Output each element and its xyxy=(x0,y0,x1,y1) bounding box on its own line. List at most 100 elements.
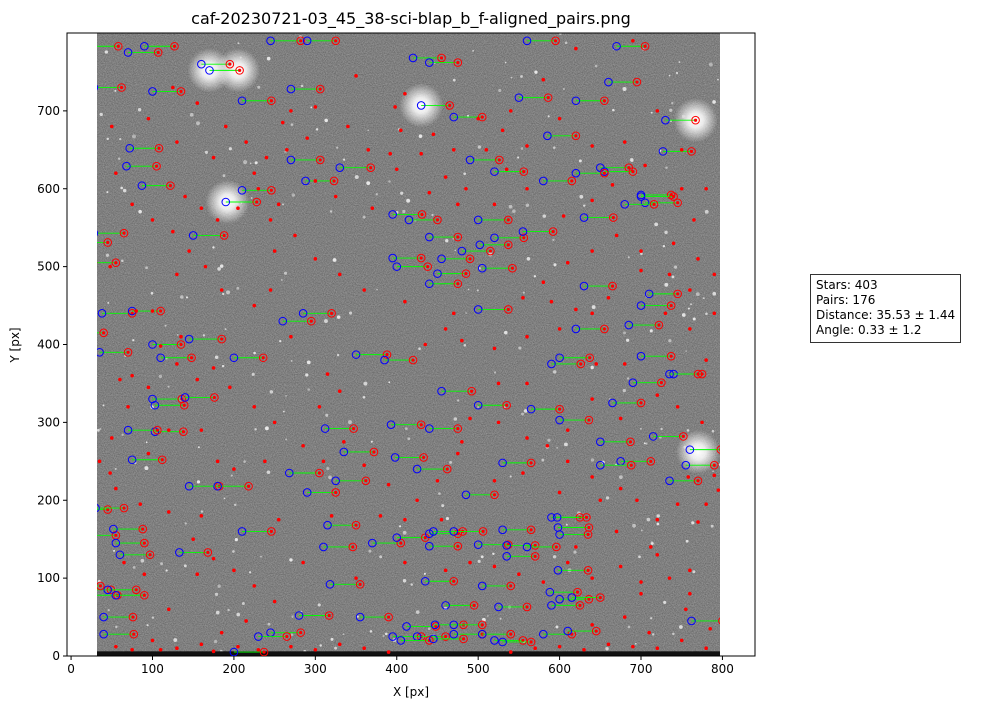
matched-star-marker xyxy=(417,210,427,219)
field-star xyxy=(645,442,648,445)
field-star xyxy=(382,634,385,638)
matched-star-marker xyxy=(596,593,605,602)
field-star xyxy=(119,137,122,141)
source-star-marker xyxy=(494,602,503,612)
field-star xyxy=(279,340,282,343)
unpaired-star-dot xyxy=(716,488,720,492)
matched-star-marker xyxy=(716,445,720,454)
source-star-marker xyxy=(221,197,231,207)
source-star-marker xyxy=(420,576,430,586)
source-star-marker xyxy=(449,629,459,639)
field-star xyxy=(509,475,512,478)
matched-star-marker xyxy=(331,36,340,46)
field-star xyxy=(590,365,594,370)
field-star xyxy=(627,256,630,259)
matched-star-dot xyxy=(332,179,336,183)
field-star xyxy=(375,193,378,196)
unpaired-star-dot xyxy=(712,473,717,478)
unpaired-star-dot xyxy=(622,362,627,366)
source-star-marker xyxy=(123,425,133,435)
unpaired-star-dot xyxy=(150,309,155,313)
unpaired-star-dot xyxy=(86,491,90,495)
matched-star-dot xyxy=(327,613,331,618)
matched-star-marker xyxy=(551,36,560,46)
unpaired-star-dot xyxy=(321,459,326,464)
source-star-marker xyxy=(404,215,414,225)
unpaired-star-dot xyxy=(175,646,179,651)
unpaired-star-dot xyxy=(337,389,342,394)
unpaired-star-dot xyxy=(692,218,696,222)
unpaired-star-dot xyxy=(561,214,566,218)
field-star xyxy=(562,88,565,90)
matched-star-marker xyxy=(495,155,504,165)
field-star xyxy=(638,555,641,559)
field-star xyxy=(173,638,178,642)
source-star-marker xyxy=(331,476,340,486)
unpaired-star-dot xyxy=(90,395,94,399)
matched-star-marker xyxy=(503,240,513,250)
field-star xyxy=(640,529,643,532)
field-star xyxy=(236,286,240,290)
matched-star-dot xyxy=(134,588,138,592)
unpaired-star-dot xyxy=(109,124,114,129)
matched-star-marker xyxy=(503,540,513,549)
field-star xyxy=(241,602,245,605)
source-star-marker xyxy=(433,269,442,278)
matched-star-dot xyxy=(505,403,509,407)
unpaired-star-dot xyxy=(79,362,83,366)
source-star-marker xyxy=(75,239,83,247)
matched-star-marker xyxy=(582,513,591,522)
field-star xyxy=(257,85,261,89)
matched-star-dot xyxy=(533,554,537,558)
matched-star-dot xyxy=(238,68,242,72)
field-star xyxy=(583,204,586,207)
matched-star-dot xyxy=(299,631,303,635)
unpaired-star-dot xyxy=(456,451,460,456)
matched-star-dot xyxy=(228,62,232,66)
unpaired-star-dot xyxy=(704,646,708,651)
field-star xyxy=(215,610,220,615)
field-star xyxy=(254,428,257,431)
source-star-marker xyxy=(449,112,459,122)
unpaired-star-dot xyxy=(525,436,529,440)
matched-star-marker xyxy=(127,309,137,318)
source-star-marker xyxy=(636,351,646,361)
source-star-marker xyxy=(302,36,312,46)
unpaired-star-dot xyxy=(97,459,102,464)
unpaired-star-dot xyxy=(175,272,179,277)
field-star xyxy=(330,637,334,641)
matched-star-marker xyxy=(324,611,334,620)
source-star-marker xyxy=(685,445,695,454)
unpaired-star-dot xyxy=(521,295,525,300)
field-star xyxy=(547,115,550,118)
matched-star-dot xyxy=(456,60,460,65)
field-star xyxy=(708,62,713,67)
matched-star-dot xyxy=(142,541,146,545)
field-star xyxy=(681,313,686,317)
matched-star-marker xyxy=(526,637,536,647)
field-star xyxy=(230,474,233,477)
unpaired-star-dot xyxy=(492,346,497,351)
matched-star-dot xyxy=(521,638,525,643)
matched-star-marker xyxy=(166,181,175,190)
field-star xyxy=(71,590,74,593)
unpaired-star-dot xyxy=(708,626,713,631)
matched-star-dot xyxy=(456,282,460,286)
matched-star-marker xyxy=(384,612,393,622)
matched-star-marker xyxy=(687,147,696,156)
source-star-marker xyxy=(111,590,121,600)
matched-star-dot xyxy=(126,350,130,354)
unpaired-star-dot xyxy=(86,171,90,175)
matched-star-marker xyxy=(526,458,536,468)
source-star-marker xyxy=(180,393,190,402)
source-star-marker xyxy=(661,115,670,125)
matched-star-marker xyxy=(522,602,532,612)
field-star xyxy=(204,150,209,154)
matched-star-marker xyxy=(152,161,161,171)
field-star xyxy=(132,565,136,569)
unpaired-star-dot xyxy=(639,591,643,596)
source-star-marker xyxy=(123,48,133,57)
source-star-marker xyxy=(85,42,93,50)
unpaired-star-dot xyxy=(456,202,460,207)
source-star-marker xyxy=(301,176,310,186)
